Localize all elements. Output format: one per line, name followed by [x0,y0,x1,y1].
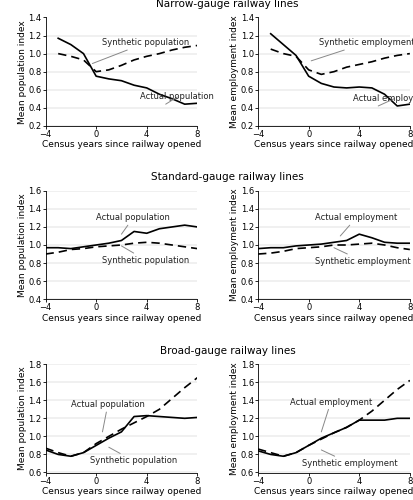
X-axis label: Census years since railway opened: Census years since railway opened [254,487,413,496]
Y-axis label: Mean population index: Mean population index [18,366,27,470]
X-axis label: Census years since railway opened: Census years since railway opened [42,314,201,322]
Text: Synthetic employment: Synthetic employment [311,38,413,61]
Y-axis label: Mean employment index: Mean employment index [230,362,239,474]
Text: Narrow-gauge railway lines: Narrow-gauge railway lines [156,0,298,9]
Text: Standard-gauge railway lines: Standard-gauge railway lines [151,172,303,182]
Text: Synthetic population: Synthetic population [92,38,189,64]
X-axis label: Census years since railway opened: Census years since railway opened [42,140,201,149]
Text: Synthetic employment: Synthetic employment [301,450,397,468]
Y-axis label: Mean employment index: Mean employment index [230,188,239,302]
Text: Actual population: Actual population [96,214,170,234]
Y-axis label: Mean population index: Mean population index [18,193,27,297]
X-axis label: Census years since railway opened: Census years since railway opened [254,314,413,322]
Text: Actual employment: Actual employment [352,94,413,106]
Y-axis label: Mean population index: Mean population index [18,20,27,124]
Text: Actual employment: Actual employment [289,398,371,432]
Text: Actual population: Actual population [71,400,145,432]
Text: Actual population: Actual population [140,92,214,104]
Text: Actual employment: Actual employment [314,214,396,236]
Text: Synthetic employment: Synthetic employment [314,248,410,266]
Text: Synthetic population: Synthetic population [90,447,177,466]
Text: Synthetic population: Synthetic population [102,246,189,265]
X-axis label: Census years since railway opened: Census years since railway opened [254,140,413,149]
X-axis label: Census years since railway opened: Census years since railway opened [42,487,201,496]
Y-axis label: Mean employment index: Mean employment index [230,16,239,128]
Text: Broad-gauge railway lines: Broad-gauge railway lines [159,346,295,356]
